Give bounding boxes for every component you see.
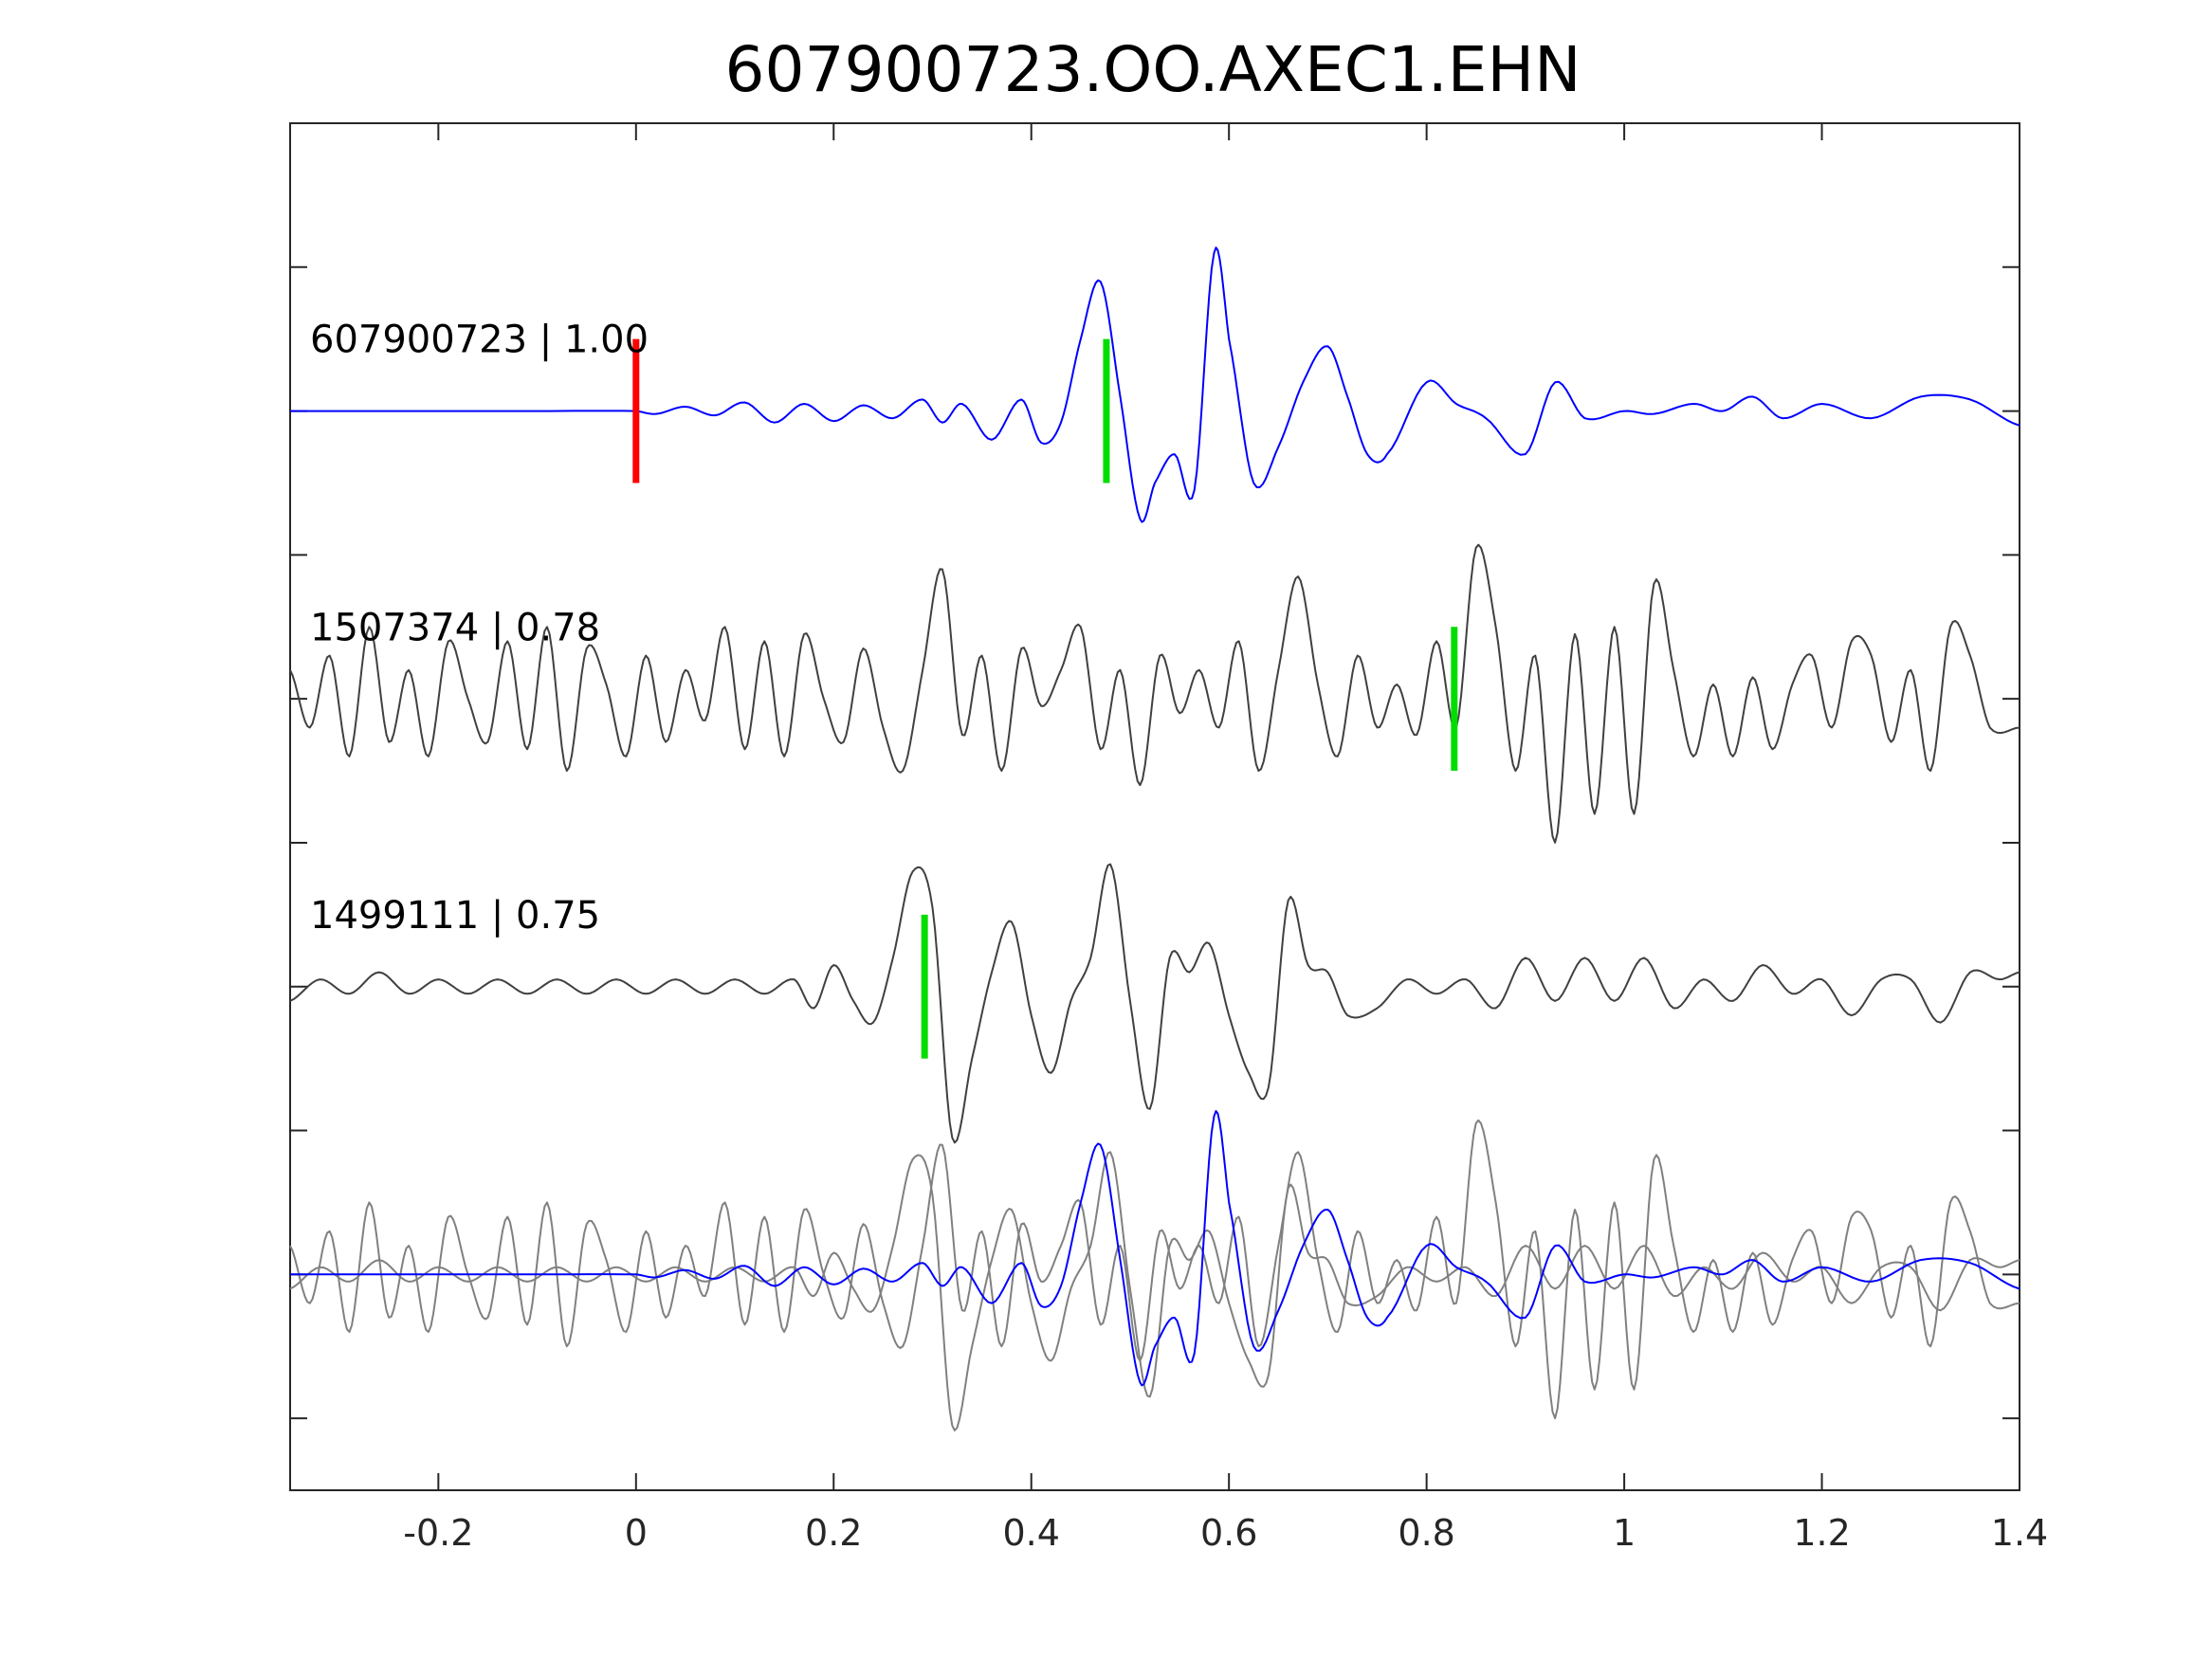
- x-tick-label: 1.2: [1793, 1512, 1850, 1554]
- x-tick-label: 1.4: [1991, 1512, 2048, 1554]
- overlay-trace-1: [289, 1119, 2020, 1420]
- axes-frame: [289, 122, 2020, 1491]
- x-tick-label: -0.2: [403, 1512, 473, 1554]
- overlay-trace-0: [290, 1110, 2020, 1387]
- x-tick-label: 0.6: [1200, 1512, 1257, 1554]
- trace-line-2: [289, 863, 2020, 1144]
- x-tick-label: 0: [625, 1512, 648, 1554]
- trace-line-1: [289, 543, 2020, 844]
- x-tick-label: 1: [1613, 1512, 1636, 1554]
- trace-label-1: 1507374 | 0.78: [310, 606, 600, 649]
- x-tick-label: 0.2: [805, 1512, 862, 1554]
- overlay-trace-2: [289, 1151, 2020, 1431]
- x-tick-label: 0.4: [1002, 1512, 1059, 1554]
- trace-label-2: 1499111 | 0.75: [310, 894, 600, 938]
- chart-title: 607900723.OO.AXEC1.EHN: [725, 33, 1581, 106]
- x-tick-label: 0.8: [1398, 1512, 1454, 1554]
- trace-label-0: 607900723 | 1.00: [310, 319, 649, 362]
- trace-line-0: [290, 246, 2020, 523]
- plot-area: -0.2 0 0.2 0.4 0.6 0.8 1 1.2 1.4 607900723 | 1.00…: [289, 122, 2048, 1554]
